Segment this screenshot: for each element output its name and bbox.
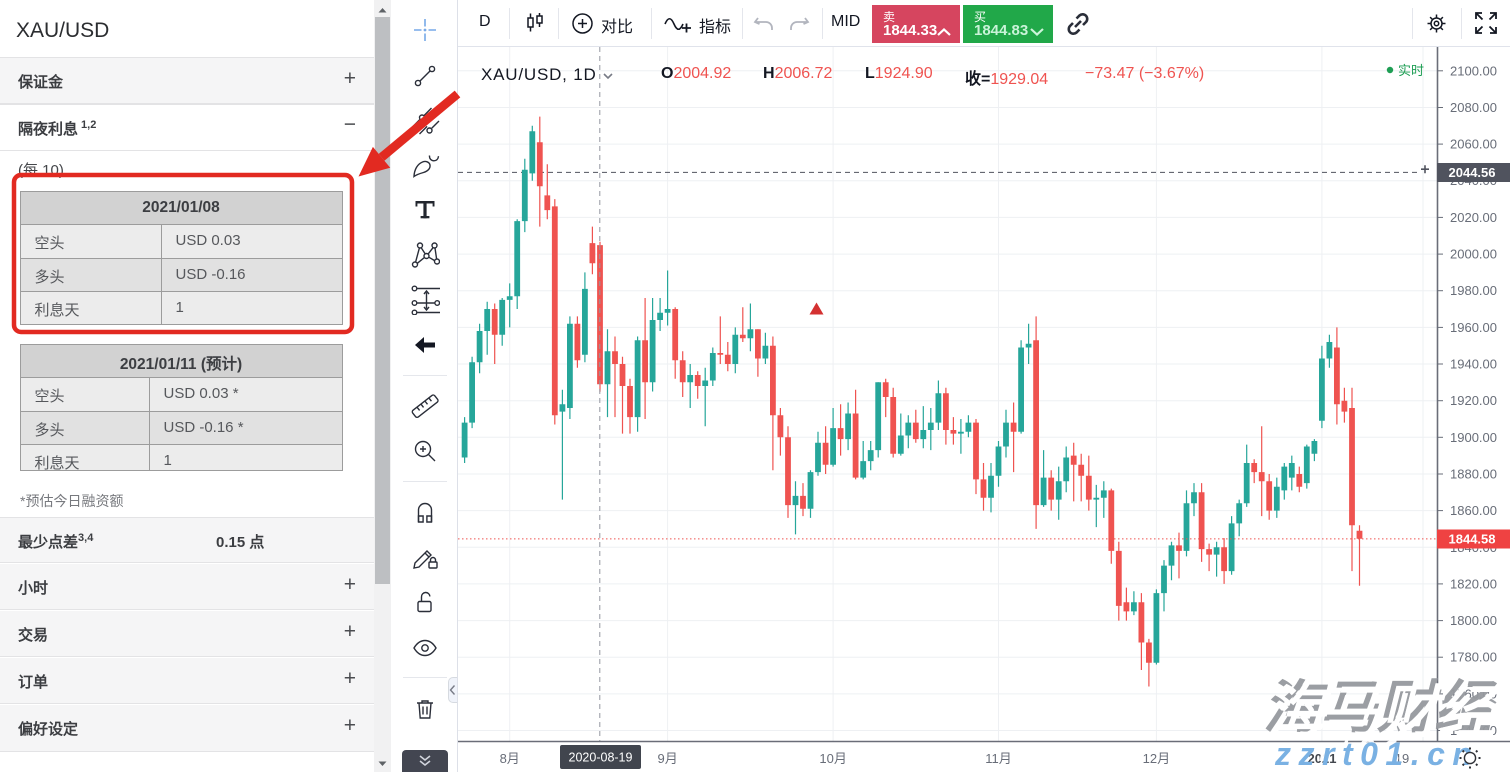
svg-text:1740.00: 1740.00 [1450,723,1497,738]
svg-text:海马财经: 海马财经 [1267,681,1502,745]
svg-text:8月: 8月 [500,751,520,766]
svg-text:zzrt01.cn: zzrt01.cn [1274,736,1479,772]
svg-text:19: 19 [1395,751,1409,766]
svg-text:1940.00: 1940.00 [1450,357,1497,372]
svg-text:11月: 11月 [985,751,1012,766]
svg-text:1860.00: 1860.00 [1450,503,1497,518]
svg-text:2020.00: 2020.00 [1450,210,1497,225]
svg-text:2100.00: 2100.00 [1450,63,1497,78]
svg-text:2021: 2021 [1308,751,1337,766]
svg-text:12月: 12月 [1143,751,1170,766]
svg-text:1800.00: 1800.00 [1450,613,1497,628]
svg-text:1760.00: 1760.00 [1450,686,1497,701]
svg-text:1880.00: 1880.00 [1450,467,1497,482]
svg-text:1900.00: 1900.00 [1450,430,1497,445]
svg-text:9月: 9月 [657,751,677,766]
svg-text:1920.00: 1920.00 [1450,393,1497,408]
svg-text:1780.00: 1780.00 [1450,650,1497,665]
svg-text:2060.00: 2060.00 [1450,137,1497,152]
svg-text:2000.00: 2000.00 [1450,247,1497,262]
svg-text:1960.00: 1960.00 [1450,320,1497,335]
svg-text:2020-08-19: 2020-08-19 [569,751,633,765]
svg-text:实时: 实时 [1398,63,1424,78]
svg-text:10月: 10月 [819,751,846,766]
svg-text:1980.00: 1980.00 [1450,283,1497,298]
svg-text:1820.00: 1820.00 [1450,576,1497,591]
svg-text:2080.00: 2080.00 [1450,100,1497,115]
svg-text:1844.58: 1844.58 [1449,532,1496,547]
svg-text:2044.56: 2044.56 [1449,165,1496,180]
